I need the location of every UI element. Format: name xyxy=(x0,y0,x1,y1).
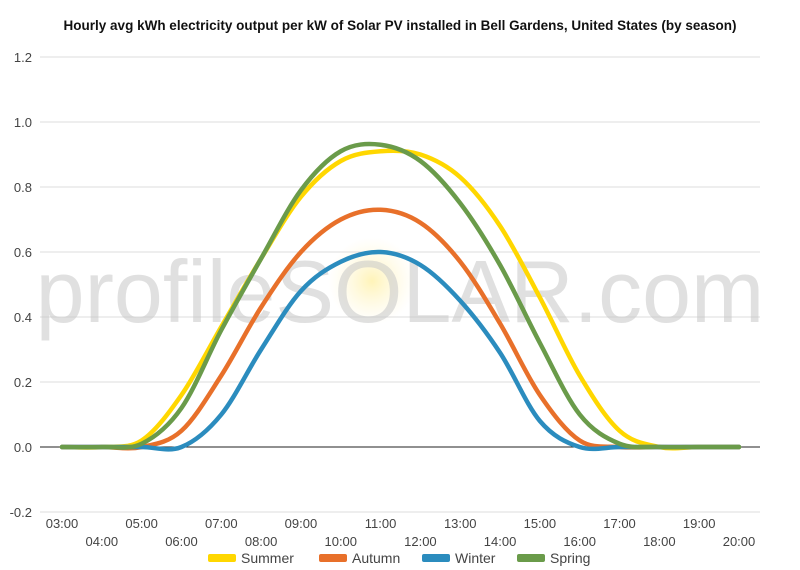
x-tick-label: 19:00 xyxy=(683,516,716,531)
legend-label-winter: Winter xyxy=(455,550,496,566)
legend-label-spring: Spring xyxy=(550,550,590,566)
y-axis: -0.2 0.0 0.2 0.4 0.6 0.8 1.0 1.2 xyxy=(10,50,32,520)
x-axis: 03:00 04:00 05:00 06:00 07:00 08:00 09:00 10:00… xyxy=(46,516,756,549)
x-tick-label: 15:00 xyxy=(524,516,557,531)
x-tick-label: 09:00 xyxy=(285,516,318,531)
legend-swatch-summer xyxy=(208,554,236,562)
x-tick-label: 14:00 xyxy=(484,534,517,549)
y-tick-label: 0.8 xyxy=(14,180,32,195)
series-line-spring xyxy=(59,141,742,450)
x-tick-label: 04:00 xyxy=(86,534,119,549)
series-line-winter xyxy=(59,249,742,452)
legend-swatch-spring xyxy=(517,554,545,562)
legend-label-autumn: Autumn xyxy=(352,550,400,566)
y-tick-label: 1.2 xyxy=(14,50,32,65)
x-tick-label: 20:00 xyxy=(723,534,756,549)
x-tick-label: 05:00 xyxy=(125,516,158,531)
watermark-text: profileSOLAR.com xyxy=(36,242,765,341)
y-tick-label: 0.6 xyxy=(14,245,32,260)
x-tick-label: 06:00 xyxy=(165,534,198,549)
x-tick-label: 16:00 xyxy=(563,534,596,549)
x-tick-label: 12:00 xyxy=(404,534,437,549)
y-tick-label: 0.0 xyxy=(14,440,32,455)
y-tick-label: 1.0 xyxy=(14,115,32,130)
series-lines xyxy=(59,141,742,452)
x-tick-label: 07:00 xyxy=(205,516,238,531)
y-tick-label: 0.4 xyxy=(14,310,32,325)
legend-swatch-winter xyxy=(422,554,450,562)
x-tick-label: 13:00 xyxy=(444,516,477,531)
x-tick-label: 08:00 xyxy=(245,534,278,549)
x-tick-label: 03:00 xyxy=(46,516,79,531)
chart-title: Hourly avg kWh electricity output per kW… xyxy=(63,18,737,33)
y-tick-label: 0.2 xyxy=(14,375,32,390)
y-tick-label: -0.2 xyxy=(10,505,32,520)
legend: Summer Autumn Winter Spring xyxy=(208,550,590,566)
x-tick-label: 18:00 xyxy=(643,534,676,549)
x-tick-label: 17:00 xyxy=(603,516,636,531)
x-tick-label: 11:00 xyxy=(365,516,397,531)
x-tick-label: 10:00 xyxy=(324,534,357,549)
legend-swatch-autumn xyxy=(319,554,347,562)
legend-label-summer: Summer xyxy=(241,550,294,566)
